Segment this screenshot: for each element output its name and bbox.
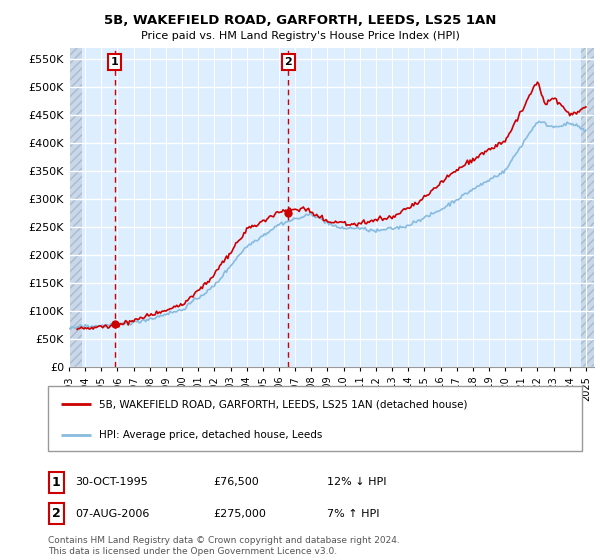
Text: 2: 2 [284, 57, 292, 67]
Text: 1: 1 [111, 57, 119, 67]
Text: 7% ↑ HPI: 7% ↑ HPI [327, 508, 380, 519]
Bar [69, 48, 82, 367]
Text: 5B, WAKEFIELD ROAD, GARFORTH, LEEDS, LS25 1AN: 5B, WAKEFIELD ROAD, GARFORTH, LEEDS, LS2… [104, 14, 496, 27]
Text: 5B, WAKEFIELD ROAD, GARFORTH, LEEDS, LS25 1AN (detached house): 5B, WAKEFIELD ROAD, GARFORTH, LEEDS, LS2… [99, 399, 467, 409]
Text: 2: 2 [52, 507, 61, 520]
FancyBboxPatch shape [48, 386, 582, 451]
FancyBboxPatch shape [49, 472, 64, 493]
Text: 1: 1 [52, 475, 61, 489]
Text: HPI: Average price, detached house, Leeds: HPI: Average price, detached house, Leed… [99, 430, 322, 440]
Text: 30-OCT-1995: 30-OCT-1995 [75, 477, 148, 487]
Text: 07-AUG-2006: 07-AUG-2006 [75, 508, 149, 519]
Text: Price paid vs. HM Land Registry's House Price Index (HPI): Price paid vs. HM Land Registry's House … [140, 31, 460, 41]
Text: 12% ↓ HPI: 12% ↓ HPI [327, 477, 386, 487]
Text: £76,500: £76,500 [213, 477, 259, 487]
Bar [581, 48, 594, 367]
FancyBboxPatch shape [49, 503, 64, 524]
Text: £275,000: £275,000 [213, 508, 266, 519]
Text: Contains HM Land Registry data © Crown copyright and database right 2024.
This d: Contains HM Land Registry data © Crown c… [48, 536, 400, 556]
